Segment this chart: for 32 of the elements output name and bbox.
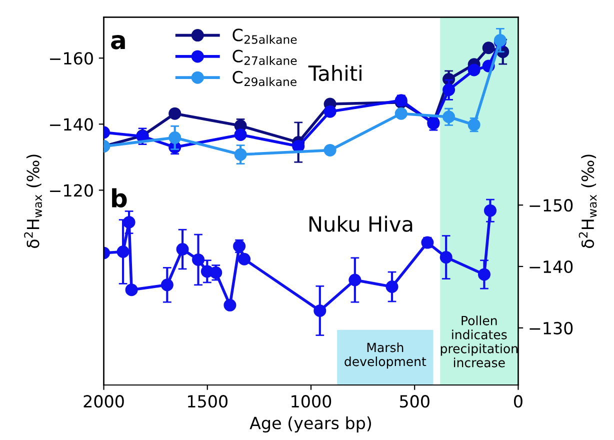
point — [125, 284, 138, 296]
x-tick-label: 2000 — [84, 395, 124, 408]
annotation: b — [112, 188, 127, 208]
point — [224, 298, 236, 312]
x-tick-label: 0 — [514, 395, 522, 408]
point — [168, 107, 182, 120]
x-tick-label: 1500 — [188, 395, 228, 408]
x-tick-label: 500 — [400, 395, 430, 408]
y2-tick-label: −150 — [530, 199, 573, 212]
x-tick-label: 1000 — [292, 395, 332, 408]
y-axis-title: δ$^{2}$H$_{wax}$ (‰) — [24, 154, 42, 248]
y2-tick-label: −130 — [530, 322, 573, 334]
point — [468, 64, 480, 76]
legend-label: C$_{29alkane}$ — [232, 70, 296, 86]
y2-axis-title: δ$^{2}$H$_{wax}$ (‰) — [578, 154, 597, 248]
x-axis-title: Age (years bp) — [250, 416, 371, 433]
y-tick-label: −120 — [50, 184, 93, 197]
y-tick-label: −140 — [50, 118, 93, 131]
y-tick-label: −160 — [50, 52, 93, 65]
point — [324, 144, 336, 156]
band-label: Marsh development — [344, 342, 426, 369]
legend-label: C$_{25alkane}$ — [232, 28, 297, 44]
point — [482, 42, 495, 54]
point — [234, 128, 247, 141]
annotation: Nuku Hiva — [309, 216, 412, 232]
band-label: Pollen indicates precipitation increase — [440, 316, 518, 368]
point — [324, 105, 336, 118]
annotation: a — [111, 35, 125, 50]
point — [394, 107, 408, 120]
y2-tick-label: −140 — [530, 260, 573, 274]
legend-label: C$_{27alkane}$ — [232, 50, 297, 66]
annotation: Tahiti — [308, 64, 362, 82]
